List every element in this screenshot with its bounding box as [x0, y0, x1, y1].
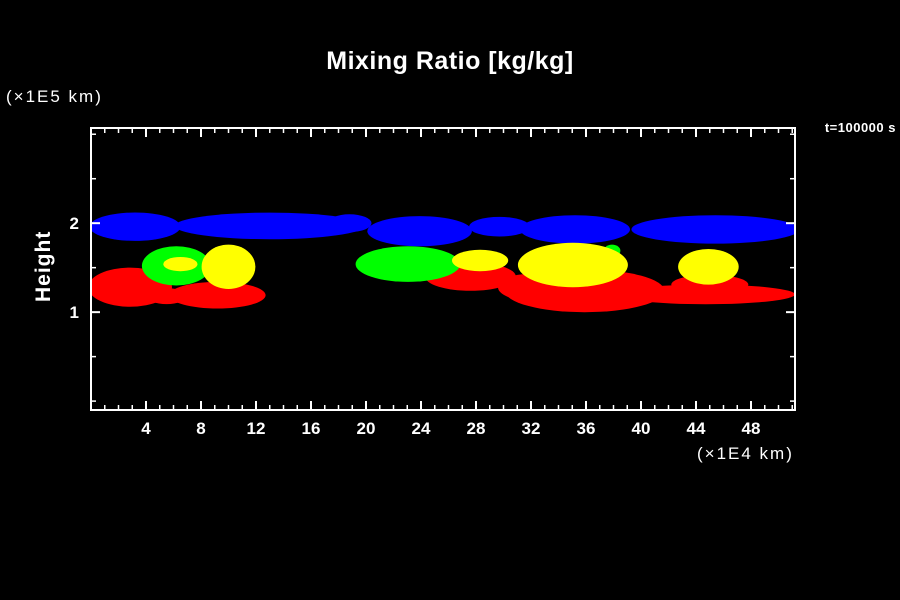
chart-title: Mixing Ratio [kg/kg]	[326, 47, 574, 75]
svg-text:44: 44	[687, 419, 706, 438]
high-mixing-ratio-cloud	[163, 257, 198, 272]
y-axis-units-label: (×1E5 km)	[6, 87, 103, 106]
svg-text:16: 16	[302, 419, 321, 438]
low-mixing-ratio-cloud	[169, 281, 266, 309]
time-annotation: t=100000 s	[824, 120, 896, 135]
svg-text:28: 28	[467, 419, 486, 438]
svg-text:36: 36	[577, 419, 596, 438]
svg-text:20: 20	[357, 419, 376, 438]
svg-text:12: 12	[247, 419, 266, 438]
upper-cloud-band	[631, 215, 795, 244]
high-mixing-ratio-cloud	[678, 248, 739, 285]
svg-text:8: 8	[196, 419, 205, 438]
high-mixing-ratio-cloud	[201, 244, 256, 289]
high-mixing-ratio-cloud	[452, 249, 509, 272]
upper-cloud-band	[327, 214, 372, 233]
svg-text:24: 24	[412, 419, 431, 438]
svg-text:1: 1	[70, 303, 79, 322]
upper-cloud-band	[469, 216, 530, 237]
svg-text:4: 4	[141, 419, 151, 438]
upper-cloud-band	[91, 212, 181, 241]
high-mixing-ratio-cloud	[517, 242, 628, 288]
svg-text:48: 48	[742, 419, 761, 438]
low-mixing-ratio-cloud	[616, 284, 795, 305]
upper-cloud-band	[367, 216, 472, 247]
upper-cloud-band	[174, 212, 365, 240]
x-axis-units-label: (×1E4 km)	[697, 444, 794, 463]
upper-cloud-band	[520, 215, 630, 244]
mid-mixing-ratio-cloud	[355, 246, 461, 282]
svg-text:40: 40	[632, 419, 651, 438]
svg-text:32: 32	[522, 419, 541, 438]
svg-text:2: 2	[70, 214, 79, 233]
